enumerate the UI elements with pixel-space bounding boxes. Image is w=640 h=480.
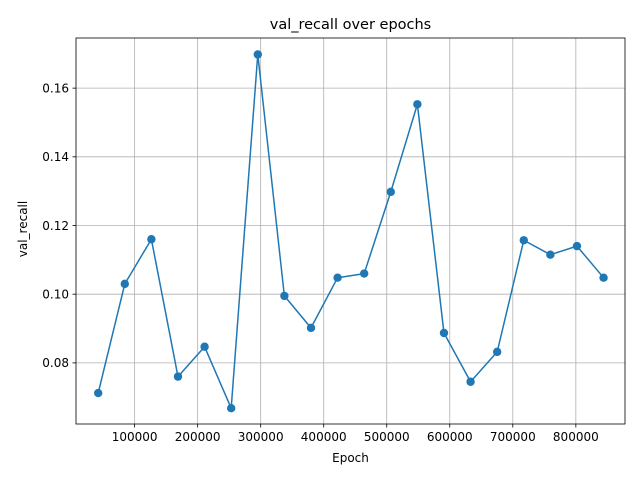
data-point: [492, 347, 502, 357]
data-point: [226, 404, 236, 413]
y-tick-label: 0.14: [42, 150, 69, 164]
data-point: [280, 291, 289, 301]
y-tick-label: 0.08: [42, 356, 69, 370]
data-point: [386, 187, 395, 197]
y-tick-label: 0.16: [42, 81, 69, 95]
y-axis-label: val_recall: [16, 201, 30, 257]
x-tick-label: 600000: [427, 430, 473, 444]
x-tick-label: 300000: [238, 430, 284, 444]
data-point: [120, 279, 129, 289]
data-points: [93, 50, 608, 413]
series-line: [97, 53, 605, 409]
x-tick-label: 800000: [553, 430, 599, 444]
data-point: [359, 269, 369, 278]
x-tick-label: 700000: [490, 430, 536, 444]
chart-title: val_recall over epochs: [270, 17, 432, 33]
data-point: [413, 100, 422, 109]
data-point: [147, 235, 156, 244]
data-point: [572, 241, 582, 251]
data-point: [546, 250, 555, 259]
x-tick-label: 200000: [175, 430, 221, 444]
data-point: [173, 372, 183, 381]
x-tick-label: 100000: [112, 430, 158, 444]
grid: [76, 38, 625, 424]
x-tick-label: 500000: [364, 430, 410, 444]
y-tick-label: 0.12: [42, 219, 69, 233]
x-axis-label: Epoch: [332, 451, 369, 465]
data-point: [599, 273, 608, 282]
x-tick-label: 400000: [301, 430, 347, 444]
series-line-group: [97, 53, 605, 409]
y-tick-label: 0.10: [42, 287, 69, 301]
data-point: [253, 50, 262, 59]
data-point: [466, 377, 475, 386]
y-axis-ticks: 0.08 0.10 0.12 0.14 0.16: [42, 81, 76, 370]
data-point: [306, 323, 316, 333]
plot-frame: [75, 37, 626, 425]
data-point: [439, 328, 449, 338]
data-point: [519, 236, 528, 245]
data-point: [200, 342, 209, 351]
data-point: [333, 273, 342, 282]
x-axis-ticks: 100000 200000 300000 400000 500000 600000 7000…: [112, 424, 599, 444]
data-point: [93, 388, 103, 398]
